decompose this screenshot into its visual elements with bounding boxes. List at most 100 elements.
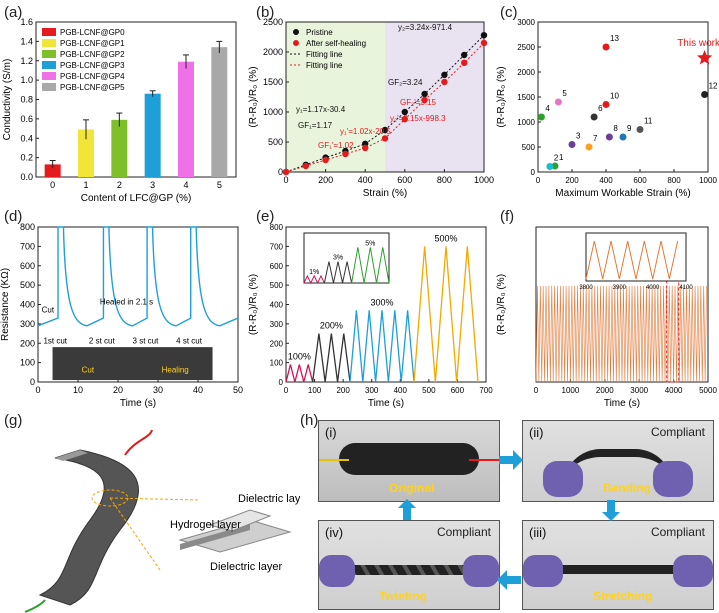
inset-trace	[585, 240, 679, 280]
panel-label-e: (e)	[256, 208, 275, 225]
data-point	[546, 163, 554, 170]
legend-entry: PGB-LCNF@GP5	[60, 83, 125, 92]
point-label: 7	[593, 134, 598, 143]
x-tick-label: 1	[83, 180, 88, 190]
point-label: 11	[644, 117, 653, 126]
data-point	[537, 113, 545, 121]
y-tick-label: 300	[270, 320, 284, 329]
photo-index-iv: (iv)	[325, 525, 344, 540]
x-tick-label: 400	[599, 176, 613, 185]
chart-gauge-factor: 0 200 400 600 800 1000 0 500 1000 1500 2000 2500 Str…	[248, 17, 494, 199]
region-high-strain	[385, 22, 484, 172]
cycle-trace	[285, 364, 314, 383]
x-tick-label: 50	[233, 385, 243, 395]
y-tick-label: 600	[270, 262, 284, 271]
note-twisting: Compliant	[436, 525, 491, 539]
tag-original: Original	[389, 481, 435, 495]
inset-trace	[323, 261, 353, 284]
x-tick-label: 5	[217, 180, 222, 190]
point-label: This work	[677, 38, 719, 49]
bar	[111, 119, 128, 177]
y-tick-label: 800	[20, 222, 35, 232]
legend-entry: PGB-LCNF@GP1	[60, 39, 125, 48]
legend-marker	[293, 29, 299, 35]
bar	[144, 93, 161, 177]
y-tick-label: 1.2	[20, 56, 33, 66]
x-tick-label: 600	[397, 175, 412, 185]
x-axis-label: Strain (%)	[363, 188, 407, 199]
point-label: 12	[709, 82, 718, 91]
arrow-right-icon	[499, 450, 523, 470]
legend-entry: After self-healing	[306, 39, 366, 48]
data-point	[554, 98, 562, 106]
legend-swatch	[42, 83, 56, 91]
data-point	[480, 39, 488, 47]
chart-conductivity: 0.0 0.2 0.4 0.6 0.8 1.0 1.2 1.4 1.6 Content of LF…	[2, 17, 237, 204]
photo-stretching: (iii) Compliant Stretching	[522, 520, 714, 610]
inset-tick: 3800	[579, 285, 593, 291]
annotation: y₁'=1.02x-20.5	[340, 127, 391, 136]
annotation: y₁=1.17x-30.4	[296, 105, 346, 114]
y-tick-label: 200	[270, 339, 284, 348]
data-point	[401, 108, 408, 116]
chart-long-cycle: 0 1000 2000 3000 4000 5000 Time (s) (R-R₀)/R₀ (…	[496, 226, 717, 409]
legend-entry: Fitting line	[306, 50, 343, 59]
cycle-arrows	[497, 450, 523, 590]
data-point	[302, 162, 309, 170]
x-tick-label: 30	[153, 385, 163, 395]
point-label: 8	[613, 124, 618, 133]
data-point	[342, 150, 349, 158]
data-point	[605, 133, 613, 141]
photo-original: (i) Original	[318, 420, 500, 502]
inset-tick: 4100	[679, 285, 693, 291]
y-tick-label: 0.0	[20, 172, 33, 182]
point-label: 5	[562, 89, 567, 98]
annotation: Healing	[162, 365, 189, 374]
photo-twisting: (iv) Compliant Twisting	[318, 520, 500, 610]
x-tick-label: 200	[336, 386, 350, 395]
y-tick-label: 2500	[263, 17, 283, 27]
y-tick-label: 700	[20, 241, 35, 251]
inset-label: 1%	[309, 269, 319, 276]
inset-trace	[351, 247, 390, 284]
cycle-arrows-vertical	[398, 499, 620, 521]
inset-label: 3%	[333, 255, 343, 262]
data-point	[441, 78, 448, 86]
data-point	[585, 143, 593, 151]
panel-label-b: (b)	[256, 4, 275, 21]
x-axis-label: Time (s)	[368, 398, 404, 409]
y-tick-label: 0	[531, 168, 536, 177]
annotation: Healed in 2.1 s	[100, 298, 153, 307]
red-wire	[124, 429, 153, 456]
y-tick-label: 400	[20, 300, 35, 310]
x-tick-label: 3000	[630, 386, 648, 395]
inset-tick: 4000	[646, 285, 660, 291]
cycle-trace	[349, 310, 415, 383]
layer-stack	[178, 509, 292, 553]
x-tick-label: 0	[536, 176, 541, 185]
data-point	[461, 51, 468, 59]
y-tick-label: 0.2	[20, 153, 33, 163]
legend-entry: PGB-LCNF@GP2	[60, 50, 125, 59]
photo-bending: (ii) Compliant Bending	[522, 420, 714, 502]
x-tick-label: 20	[113, 385, 123, 395]
y-tick-label: 3000	[517, 18, 535, 27]
y-tick-label: 1.0	[20, 75, 33, 85]
point-label: 13	[610, 34, 619, 43]
y-tick-label: 400	[270, 301, 284, 310]
data-point	[619, 133, 627, 141]
x-tick-label: 4000	[665, 386, 683, 395]
y-tick-label: 2000	[263, 47, 283, 57]
photo-index-ii: (ii)	[529, 425, 544, 440]
y-tick-label: 600	[20, 261, 35, 271]
y-tick-label: 2500	[517, 43, 535, 52]
cycle-trace	[535, 285, 707, 383]
annotation: 1st cut	[43, 336, 67, 345]
y-tick-label: 500	[270, 281, 284, 290]
panel-label-d: (d)	[4, 208, 23, 225]
inset-trace	[303, 274, 325, 285]
y-tick-label: 1500	[263, 77, 283, 87]
annotation: GF₂'=3.15	[400, 98, 437, 107]
bar	[44, 164, 61, 177]
y-tick-label: 500	[268, 137, 283, 147]
